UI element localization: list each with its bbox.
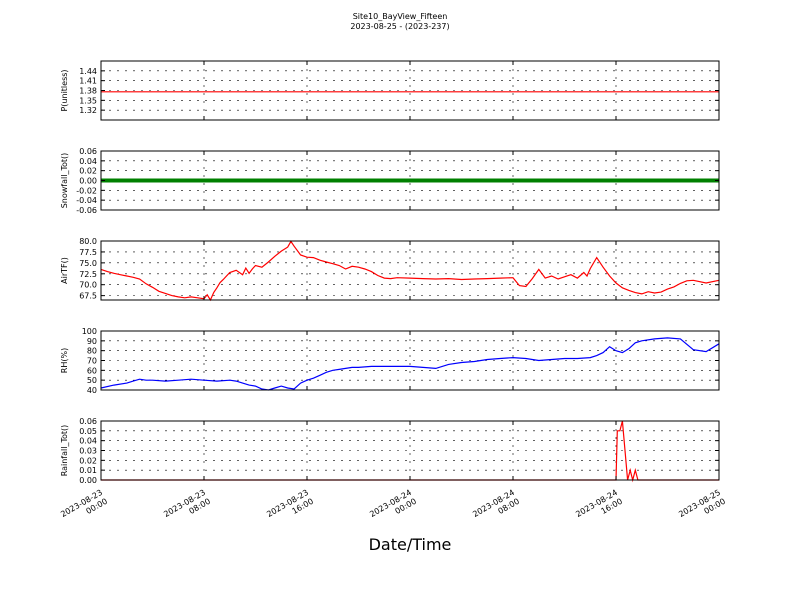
x-tick-label: 2023-08-2308:00 xyxy=(162,488,212,528)
y-tick-label: 0.04 xyxy=(79,157,97,166)
x-tick-label: 2023-08-2316:00 xyxy=(265,488,315,528)
y-tick-label: 0.00 xyxy=(79,177,97,186)
y-tick-label: 80.0 xyxy=(79,237,97,246)
y-tick-label: 70 xyxy=(87,357,97,366)
y-tick-label: 1.32 xyxy=(79,106,97,115)
y-tick-label: -0.02 xyxy=(76,186,97,195)
y-tick-label: 80 xyxy=(87,347,97,356)
y-tick-label: 0.01 xyxy=(79,466,97,475)
y-tick-label: 0.02 xyxy=(79,456,97,465)
x-tick-label: 2023-08-2416:00 xyxy=(574,488,624,528)
grid-layer xyxy=(101,61,719,480)
y-tick-label: 100 xyxy=(82,327,97,336)
y-tick-label: 0.03 xyxy=(79,447,97,456)
x-tick-label: 2023-08-2300:00 xyxy=(59,488,109,528)
y-axis-label: AirTF() xyxy=(60,257,69,284)
y-axis-label: P(unitless) xyxy=(60,69,69,111)
y-tick-label: 0.05 xyxy=(79,427,97,436)
y-axis-label: Snowfall_Tot() xyxy=(60,153,69,209)
x-axis-label: Date/Time xyxy=(369,535,452,554)
x-tick-label: 2023-08-2408:00 xyxy=(471,488,521,528)
x-tick-label: 2023-08-2500:00 xyxy=(677,488,727,528)
y-tick-label: 1.38 xyxy=(79,87,97,96)
x-tick-label: 2023-08-2400:00 xyxy=(368,488,418,528)
series-line-3 xyxy=(100,337,720,391)
y-tick-label: 0.06 xyxy=(79,417,97,426)
y-tick-label: 70.0 xyxy=(79,281,97,290)
series-line-2 xyxy=(100,240,720,302)
frame-layer xyxy=(100,60,720,481)
y-tick-label: -0.04 xyxy=(76,196,97,205)
y-tick-label: 0.06 xyxy=(79,147,97,156)
y-tick-label: 67.5 xyxy=(79,292,97,301)
y-tick-label: 50 xyxy=(87,376,97,385)
y-tick-label: 72.5 xyxy=(79,270,97,279)
y-tick-label: 77.5 xyxy=(79,248,97,257)
y-tick-label: 1.35 xyxy=(79,96,97,105)
y-tick-label: 1.44 xyxy=(79,67,97,76)
y-tick-label: 1.41 xyxy=(79,77,97,86)
y-tick-label: 90 xyxy=(87,337,97,346)
y-tick-label: 0.04 xyxy=(79,437,97,446)
chart-title: Site10_BayView_Fifteen xyxy=(353,12,448,21)
y-axis-label: RH(%) xyxy=(60,348,69,373)
y-tick-label: -0.06 xyxy=(76,206,97,215)
y-tick-label: 40 xyxy=(87,386,97,395)
y-tick-label: 60 xyxy=(87,366,97,375)
y-tick-label: 0.02 xyxy=(79,167,97,176)
chart-subtitle: 2023-08-25 - (2023-237) xyxy=(350,22,449,31)
y-axis-label: Rainfall_Tot() xyxy=(60,425,69,477)
y-tick-label: 75.0 xyxy=(79,259,97,268)
y-tick-label: 0.00 xyxy=(79,476,97,485)
